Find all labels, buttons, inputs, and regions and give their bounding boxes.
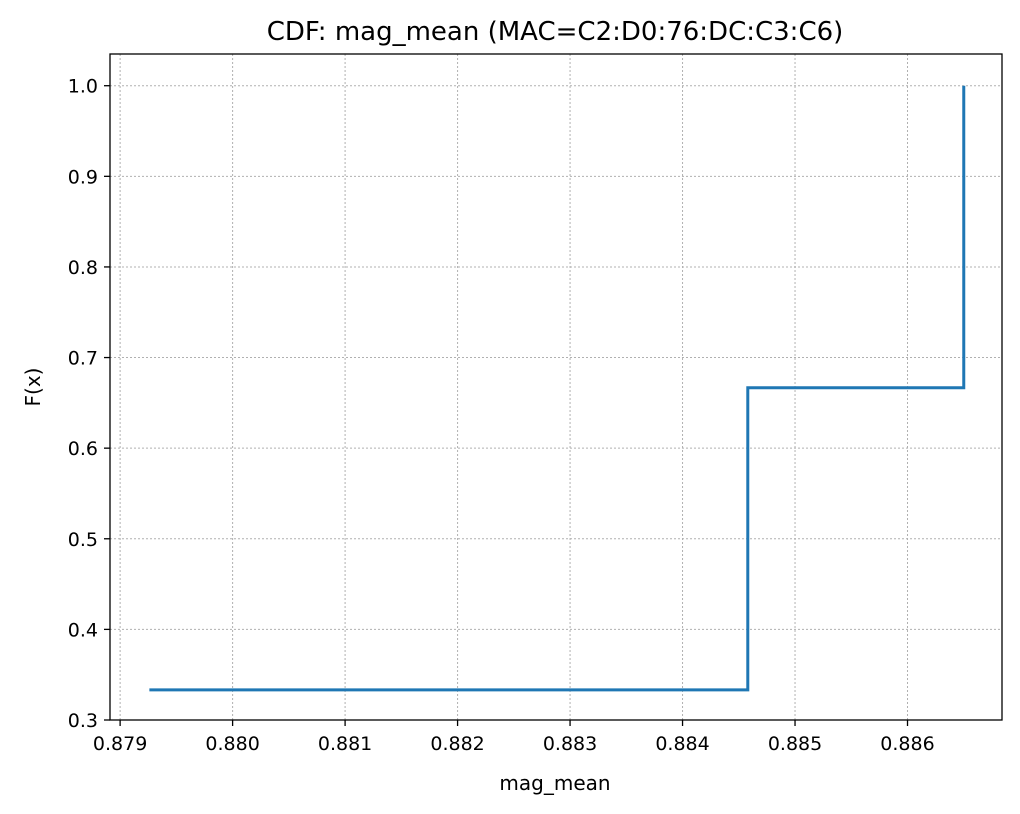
y-axis-label: F(x) [21,368,45,407]
cdf-step-line [149,85,966,692]
x-tick-label: 0.880 [205,733,259,755]
y-tick-label: 0.9 [68,166,98,188]
x-tick-label: 0.879 [93,733,147,755]
x-tick-label: 0.883 [543,733,597,755]
y-tick-label: 0.6 [68,438,98,460]
x-axis-label: mag_mean [499,771,610,795]
chart-title: CDF: mag_mean (MAC=C2:D0:76:DC:C3:C6) [267,17,844,47]
y-tick-label: 0.4 [68,619,98,641]
y-tick-label: 0.7 [68,348,98,370]
x-axis-ticks: 0.879 0.880 0.881 0.882 0.883 0.884 0.885 0.886 [93,720,935,755]
series-layer [149,85,966,692]
y-tick-label: 1.0 [68,76,98,98]
x-tick-label: 0.881 [318,733,372,755]
y-tick-label: 0.5 [68,529,98,551]
y-tick-label: 0.8 [68,257,98,279]
y-tick-label: 0.3 [68,710,98,732]
x-tick-label: 0.884 [655,733,709,755]
x-tick-label: 0.885 [768,733,822,755]
plot-frame [109,53,1003,721]
x-tick-label: 0.882 [430,733,484,755]
x-tick-label: 0.886 [880,733,934,755]
y-axis-ticks: 0.3 0.4 0.5 0.6 0.7 0.8 0.9 1.0 [68,76,110,732]
